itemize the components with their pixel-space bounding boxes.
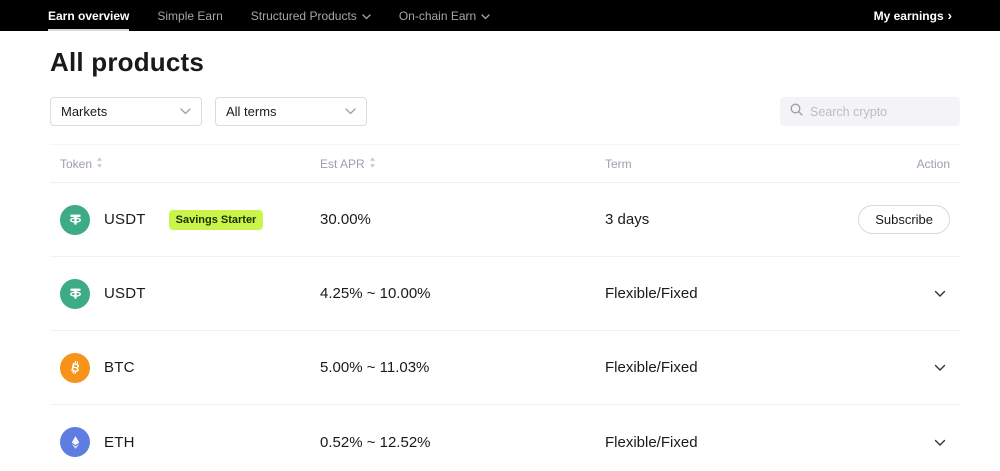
usdt-icon [60,204,90,235]
page-title: All products [50,47,205,77]
savings-starter-badge: Savings Starter [168,209,264,230]
usdt-icon [60,278,90,309]
table-row: B BTC 5.00% ~ 11.03% Flexible/Fixed [50,331,960,405]
markets-dropdown-value: Markets [61,104,108,119]
nav-tab-structured-products[interactable]: Structured Products [251,0,371,31]
chevron-down-icon [180,108,191,115]
action-cell [860,282,950,305]
table-row: USDT 4.25% ~ 10.00% Flexible/Fixed [50,257,960,331]
my-earnings-label: My earnings [873,8,944,23]
nav-tab-simple-earn[interactable]: Simple Earn [157,0,222,31]
nav-tab-label: Simple Earn [157,8,223,23]
term-cell: Flexible/Fixed [605,285,698,302]
chevron-down-icon [345,108,356,115]
column-header-action: Action [916,156,950,171]
token-name: BTC [104,359,135,376]
term-cell: Flexible/Fixed [605,359,698,376]
table-row: USDT Savings Starter 30.00% 3 days Subsc… [50,183,960,257]
token-name: USDT [104,285,146,302]
apr-cell: 4.25% ~ 10.00% [320,285,431,302]
column-header-term: Term [605,156,632,171]
subscribe-button[interactable]: Subscribe [858,205,950,234]
top-nav: Earn overview Simple Earn Structured Pro… [0,0,1000,31]
token-name: ETH [104,433,135,451]
markets-dropdown[interactable]: Markets [50,97,202,126]
search-box [780,97,960,126]
search-icon [790,103,803,121]
search-input[interactable] [810,104,950,119]
expand-row-button[interactable] [930,282,950,305]
sort-icon [96,157,103,171]
apr-cell: 0.52% ~ 12.52% [320,433,431,451]
action-cell: Subscribe [858,205,950,234]
term-cell: Flexible/Fixed [605,433,698,451]
main-content: All products Markets All terms Token [0,31,1000,471]
nav-tabs: Earn overview Simple Earn Structured Pro… [48,0,490,31]
chevron-down-icon [934,286,946,301]
chevron-right-icon: › [947,8,952,23]
nav-tab-label: On-chain Earn [398,8,477,23]
table-header-row: Token Est APR Term Action [50,145,960,183]
nav-tab-earn-overview[interactable]: Earn overview [48,0,130,31]
token-cell: ETH [60,427,320,457]
products-table: Token Est APR Term Action [50,144,960,471]
action-cell [860,431,950,454]
column-header-apr[interactable]: Est APR [320,157,605,171]
sort-icon [369,157,376,171]
my-earnings-link[interactable]: My earnings › [874,0,952,31]
eth-icon [60,427,90,457]
svg-text:B: B [69,361,80,375]
apr-cell: 5.00% ~ 11.03% [320,359,430,376]
token-cell: USDT [60,278,320,309]
token-name: USDT [104,211,146,228]
token-cell: USDT Savings Starter [60,204,320,235]
token-cell: B BTC [60,352,320,383]
term-cell: 3 days [605,211,650,228]
chevron-down-icon [934,360,946,375]
column-header-token[interactable]: Token [60,157,320,171]
table-row: ETH 0.52% ~ 12.52% Flexible/Fixed [50,405,960,471]
nav-tab-label: Structured Products [250,8,357,23]
apr-cell: 30.00% [320,211,371,228]
chevron-down-icon [934,435,946,450]
expand-row-button[interactable] [930,431,950,454]
action-cell [860,356,950,379]
nav-tab-onchain-earn[interactable]: On-chain Earn [399,0,490,31]
nav-tab-label: Earn overview [48,8,130,23]
filter-bar: Markets All terms [50,97,960,126]
btc-icon: B [60,352,90,383]
expand-row-button[interactable] [930,356,950,379]
chevron-down-icon [362,9,371,23]
chevron-down-icon [481,9,490,23]
terms-dropdown-value: All terms [226,104,277,119]
terms-dropdown[interactable]: All terms [215,97,367,126]
